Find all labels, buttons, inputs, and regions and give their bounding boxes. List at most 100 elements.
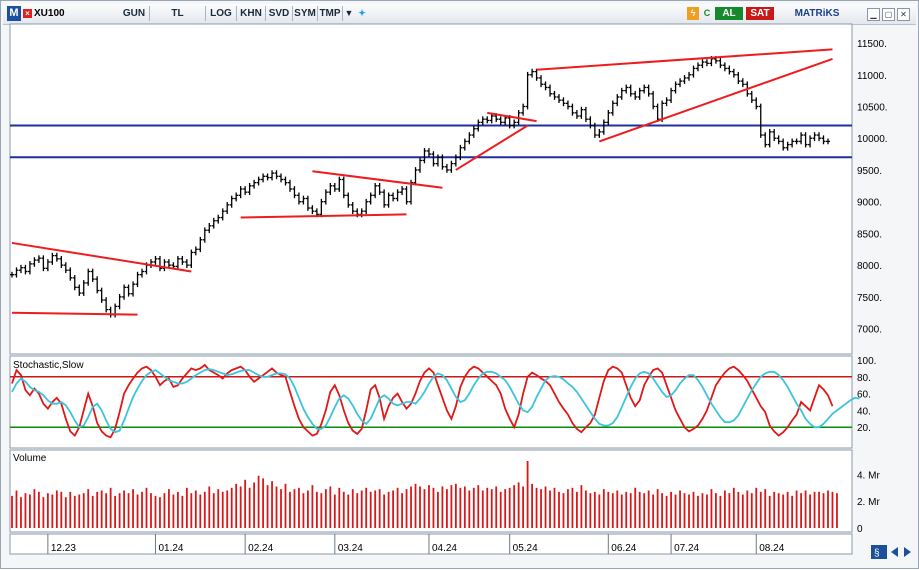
price-bar (426, 148, 431, 157)
toolbar: M × XU100 GUN TL LOG KHN SVD SYM TMP ▼ ✦ … (3, 4, 916, 25)
symbol-selector[interactable]: × XU100 (23, 6, 118, 21)
price-bar (270, 170, 275, 181)
price-bar (54, 252, 59, 262)
price-bars-group (10, 48, 852, 318)
price-axis-label: 10000. (857, 134, 888, 145)
price-bar (279, 173, 284, 183)
price-bar (574, 109, 579, 119)
refresh-icon[interactable]: C (703, 8, 711, 18)
price-bar (386, 192, 391, 208)
price-bar (59, 255, 64, 269)
price-bar (521, 103, 526, 116)
price-bar (104, 297, 109, 313)
price-bar (462, 138, 467, 151)
price-axis-label: 7500. (857, 293, 882, 304)
time-axis-label: 07.24 (674, 543, 699, 554)
price-bar (238, 186, 243, 199)
price-bar (32, 257, 37, 267)
price-bar (552, 90, 557, 100)
matriks-logo[interactable]: M (7, 6, 21, 21)
price-bar (431, 151, 436, 167)
price-bar (216, 214, 221, 224)
tmp-button[interactable]: TMP (318, 6, 343, 21)
price-bar (377, 182, 382, 196)
price-bar (261, 173, 266, 183)
sym-button[interactable]: SYM (293, 6, 318, 21)
price-bar (435, 154, 440, 167)
price-bar (395, 189, 400, 202)
price-bar (700, 59, 705, 69)
price-bar (131, 281, 136, 297)
price-bar (776, 135, 781, 145)
restore-icon[interactable]: ▢ (882, 8, 895, 21)
price-bar (287, 179, 292, 192)
svd-button[interactable]: SVD (266, 6, 293, 21)
lightning-icon[interactable]: ϟ (687, 7, 699, 20)
price-bar (391, 192, 396, 202)
price-bar (404, 186, 409, 205)
trendline-7 (599, 57, 833, 143)
price-bar (548, 84, 553, 97)
volume-bars-group (11, 461, 838, 528)
price-bar (193, 246, 198, 256)
scroll-controls[interactable]: § (871, 545, 911, 559)
price-bar (117, 294, 122, 310)
khn-button[interactable]: KHN (237, 6, 266, 21)
period-button[interactable]: GUN (119, 6, 150, 21)
price-bar (687, 71, 692, 81)
price-bar (642, 84, 647, 94)
price-bar (565, 100, 570, 110)
price-bar (691, 65, 696, 78)
price-bar (229, 195, 234, 208)
price-bar (597, 129, 602, 138)
price-bar (440, 154, 445, 170)
price-bar (274, 170, 279, 180)
price-bar (678, 78, 683, 88)
price-bar (794, 138, 799, 145)
price-bar (772, 129, 777, 142)
price-bar (252, 179, 257, 189)
price-bar (175, 255, 180, 270)
dropdown-arrow-icon[interactable]: ▼ (344, 8, 354, 18)
close-symbol-icon[interactable]: × (23, 8, 32, 18)
price-bar (413, 167, 418, 186)
price-bar (498, 116, 503, 126)
price-bar (256, 176, 261, 186)
price-bar (184, 259, 189, 269)
price-bar (718, 57, 723, 69)
price-bar (758, 103, 763, 138)
price-bar (337, 176, 342, 192)
price-bar (207, 222, 212, 234)
scroll-left-icon[interactable] (891, 547, 898, 557)
stochastic-axis-label: 20. (857, 423, 871, 434)
price-bar (785, 141, 790, 151)
price-bar (449, 160, 454, 173)
price-panel (9, 23, 853, 355)
price-bar (202, 227, 207, 243)
price-bar (512, 119, 517, 129)
log-button[interactable]: LOG (206, 6, 237, 21)
price-axis-label: 11000. (857, 71, 887, 82)
close-window-icon[interactable]: ✕ (897, 8, 910, 21)
volume-axis-label: 0 (857, 524, 863, 535)
scroll-right-icon[interactable] (904, 547, 911, 557)
twitter-bird-icon[interactable]: ✦ (358, 8, 366, 18)
price-bar (72, 274, 77, 291)
buy-button[interactable]: AL (715, 7, 743, 20)
price-bar (332, 182, 337, 192)
price-bar (95, 276, 100, 294)
price-bar (162, 259, 167, 272)
price-axis-label: 7000. (857, 325, 882, 336)
price-bar (364, 198, 369, 215)
price-bar (471, 125, 476, 138)
minimize-icon[interactable]: ▁ (867, 8, 880, 21)
stochastic-axis-label: 80. (857, 373, 871, 384)
time-axis-label: 03.24 (338, 543, 363, 554)
settings-icon[interactable] (871, 545, 887, 559)
sell-button[interactable]: SAT (746, 7, 774, 20)
price-bar (45, 259, 50, 272)
time-axis-label: 12.23 (51, 543, 76, 554)
price-bar (292, 186, 297, 199)
currency-button[interactable]: TL (150, 6, 206, 21)
